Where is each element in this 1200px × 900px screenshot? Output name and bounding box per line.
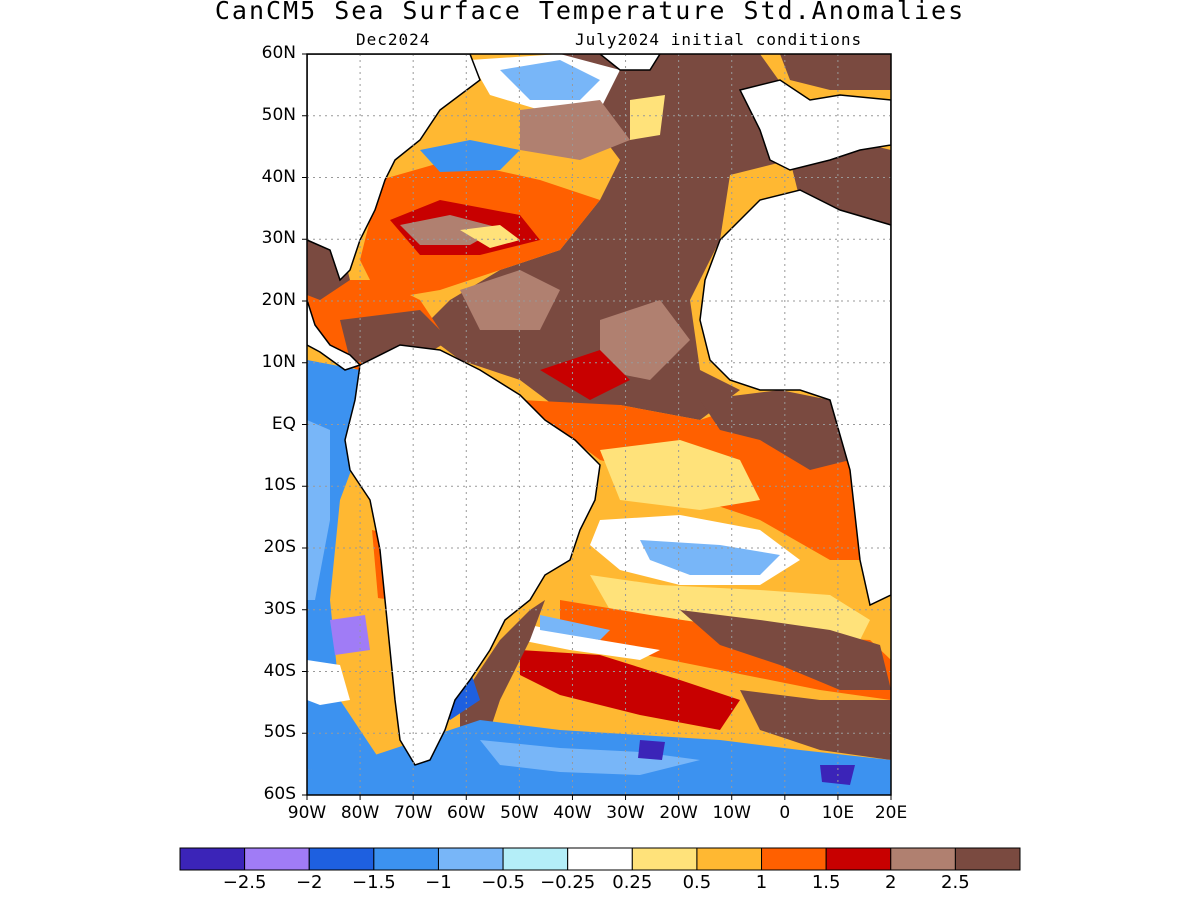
lat-label: 50S	[263, 722, 296, 743]
lon-label: 50W	[500, 803, 539, 823]
lon-label: 70W	[393, 803, 433, 823]
colorbar-swatch	[244, 847, 310, 871]
anomaly-region	[500, 60, 600, 100]
colorbar-label: 0.5	[682, 872, 712, 893]
anomaly-region	[520, 100, 630, 160]
colorbar-swatch	[567, 847, 633, 871]
anomaly-region	[330, 615, 370, 655]
lon-label: 10W	[712, 803, 751, 823]
lat-label: 20N	[261, 290, 296, 310]
anomaly-region	[700, 390, 850, 470]
lat-label: 50N	[261, 104, 296, 125]
map-field	[307, 54, 891, 795]
lon-label: 90W	[287, 803, 327, 823]
colorbar-label: −2.5	[222, 872, 267, 893]
lon-label: 20E	[874, 803, 908, 823]
lon-label: 40W	[553, 803, 592, 823]
land-africa	[699, 189, 891, 607]
lat-label: 10S	[263, 475, 296, 496]
anomaly-region	[790, 145, 891, 230]
anomaly-region	[480, 740, 700, 775]
colorbar-swatch	[825, 847, 892, 871]
lon-label: 30W	[606, 803, 645, 823]
lat-label: 40N	[261, 166, 296, 187]
anomaly-region	[630, 95, 665, 140]
colorbar-label: 2.5	[941, 872, 970, 893]
lat-label: 10N	[261, 351, 296, 372]
colorbar	[179, 847, 1021, 871]
anomaly-region	[420, 140, 520, 172]
colorbar-swatch	[954, 847, 1021, 871]
anomaly-region	[640, 540, 780, 575]
colorbar-label: −1.5	[351, 872, 396, 893]
colorbar-swatch	[308, 847, 375, 871]
anomaly-region	[520, 650, 740, 730]
initial-conditions: July2024 initial conditions	[575, 30, 863, 49]
anomaly-region	[638, 740, 665, 760]
colorbar-label: −1	[425, 872, 452, 893]
anomaly-region	[460, 600, 545, 760]
colorbar-swatch	[761, 847, 827, 871]
lat-label: 60S	[263, 784, 296, 804]
colorbar-swatch	[890, 847, 956, 871]
land-europe	[738, 79, 891, 171]
anomaly-region	[780, 54, 891, 90]
lon-label: 10E	[821, 803, 855, 823]
colorbar-label: −0.5	[481, 872, 525, 893]
lat-label: 30N	[261, 228, 296, 249]
colorbar-swatch	[179, 847, 246, 871]
colorbar-swatch	[373, 847, 439, 871]
colorbar-label: −0.25	[540, 872, 596, 893]
anomaly-region	[307, 660, 350, 705]
lat-label: 20S	[263, 537, 296, 557]
colorbar-label: 1	[755, 872, 768, 893]
lon-label: 20W	[659, 803, 698, 823]
lat-label: 40S	[263, 660, 296, 681]
land-greenland-tip	[598, 54, 661, 71]
lat-label: 30S	[263, 598, 296, 619]
lon-label: 80W	[340, 803, 380, 823]
colorbar-label: 2	[885, 872, 897, 893]
anomaly-region	[590, 575, 870, 640]
map-title: CanCM5 Sea Surface Temperature Std.Anoma…	[214, 0, 966, 25]
land-north-america	[307, 54, 481, 282]
anomaly-region	[540, 615, 610, 640]
anomaly-region	[460, 270, 560, 330]
colorbar-swatch	[437, 847, 504, 871]
lat-label: 60N	[261, 43, 296, 63]
anomaly-region	[600, 300, 690, 380]
colorbar-label: −2	[295, 872, 323, 893]
anomaly-region	[307, 420, 330, 600]
anomaly-region	[520, 625, 660, 660]
forecast-month: Dec2024	[356, 30, 431, 49]
land-south-america	[344, 344, 601, 766]
colorbar-swatch	[502, 847, 569, 871]
colorbar-label: 1.5	[811, 872, 841, 893]
colorbar-swatch	[696, 847, 763, 871]
colorbar-label: 0.25	[612, 872, 653, 893]
anomaly-region	[460, 225, 520, 248]
lat-label: EQ	[271, 413, 296, 434]
axis-ticks	[302, 53, 892, 800]
anomaly-region	[680, 610, 891, 690]
lon-label: 60W	[447, 803, 486, 823]
anomaly-region	[600, 440, 760, 510]
map-grid	[307, 54, 891, 795]
lon-label: 0	[779, 803, 791, 823]
anomaly-region	[740, 690, 891, 760]
colorbar-swatch	[631, 847, 698, 871]
